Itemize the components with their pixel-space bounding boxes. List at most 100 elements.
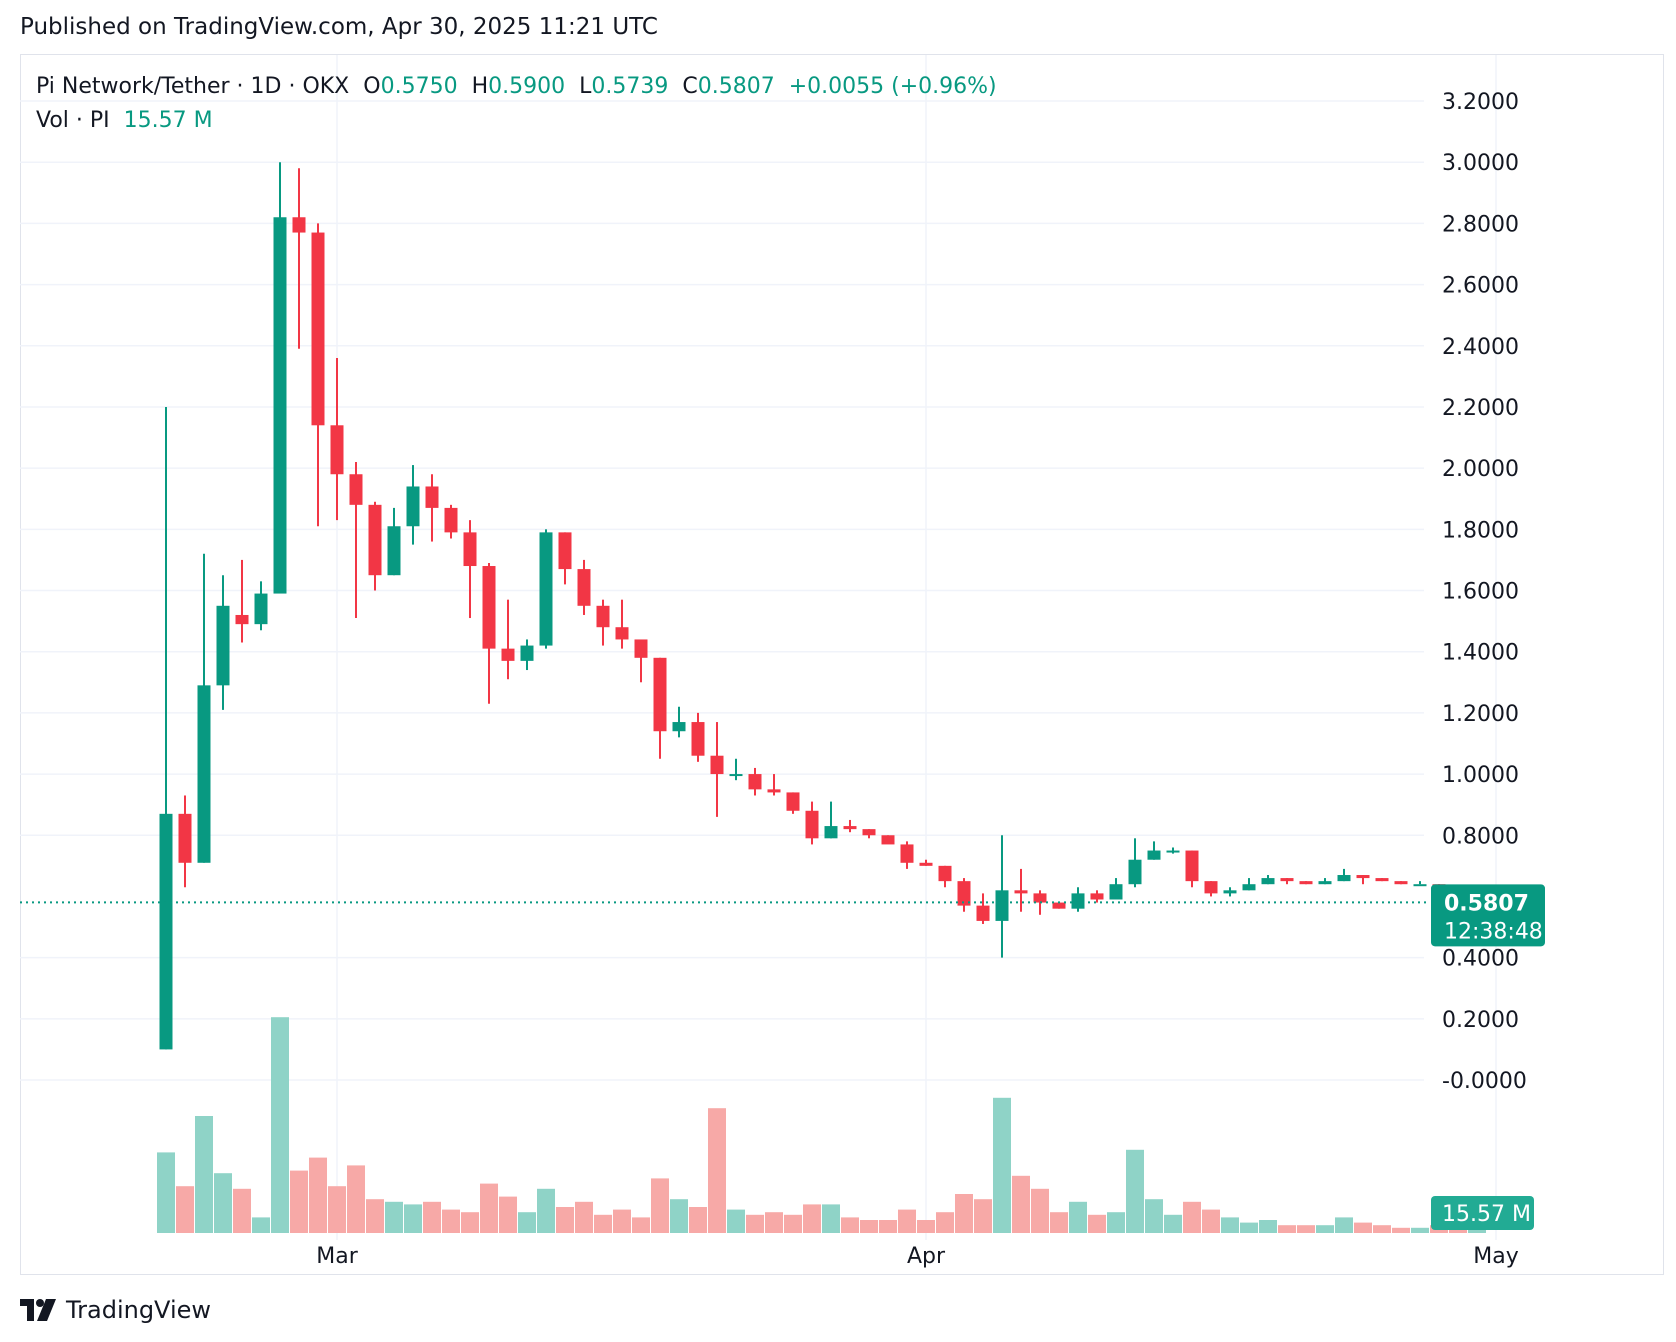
- candle-body: [520, 645, 534, 661]
- candle-body: [995, 890, 1009, 921]
- y-tick-label: 0.4000: [1442, 947, 1519, 972]
- y-tick-label: 2.8000: [1442, 212, 1519, 237]
- y-tick-label: 1.0000: [1442, 763, 1519, 788]
- time-axis: Mar Apr May: [316, 1244, 1519, 1269]
- volume-bar: [480, 1183, 498, 1233]
- volume-bar: [803, 1204, 821, 1233]
- legend-vol-label: Vol · PI: [36, 108, 110, 133]
- candle-body: [1223, 890, 1237, 894]
- volume-bar: [993, 1097, 1011, 1233]
- volume-bar: [518, 1212, 536, 1233]
- volume-bar: [1373, 1225, 1391, 1233]
- price-badge: 0.5807 12:38:48: [1431, 884, 1545, 947]
- legend-high-label: H: [471, 74, 489, 99]
- candle-body: [1299, 881, 1313, 885]
- y-tick-label: 1.8000: [1442, 518, 1519, 543]
- legend-open: 0.5750: [380, 74, 458, 99]
- y-tick-label: -0.0000: [1442, 1069, 1527, 1094]
- candle-body: [330, 425, 344, 475]
- volume-bar: [271, 1017, 289, 1233]
- volume-bar: [499, 1196, 517, 1233]
- candle-body: [710, 755, 724, 775]
- volume-bar: [784, 1214, 802, 1233]
- candle-body: [292, 217, 306, 233]
- candle-body: [463, 532, 477, 567]
- candle-body: [1318, 881, 1332, 885]
- volume-bar: [214, 1173, 232, 1233]
- volume-bar: [1126, 1149, 1144, 1233]
- candle-body: [558, 532, 572, 570]
- legend-low: 0.5739: [591, 74, 669, 99]
- volume-bar: [1145, 1199, 1163, 1233]
- volume-bar: [461, 1212, 479, 1233]
- candle-body: [254, 593, 268, 625]
- volume-bar: [404, 1204, 422, 1233]
- candle-body: [1033, 893, 1047, 903]
- candles: [159, 162, 1484, 1050]
- candle-body: [444, 507, 458, 533]
- volume-bar: [1183, 1201, 1201, 1233]
- volume-bar: [233, 1188, 251, 1233]
- candle-body: [482, 566, 496, 649]
- volume-bar: [366, 1199, 384, 1233]
- y-tick-label: 1.4000: [1442, 641, 1519, 666]
- y-tick-label: 0.2000: [1442, 1008, 1519, 1033]
- volume-bar: [689, 1207, 707, 1233]
- candle-body: [1413, 884, 1427, 887]
- candle-body: [311, 232, 325, 426]
- candle-body: [634, 639, 648, 658]
- candle-body: [425, 486, 439, 508]
- candle-body: [1337, 875, 1351, 882]
- tradingview-logo[interactable]: TradingView: [20, 1296, 211, 1324]
- y-tick-label: 2.4000: [1442, 335, 1519, 360]
- candle-body: [1356, 875, 1370, 879]
- candle-body: [767, 789, 781, 793]
- volume-bar: [765, 1212, 783, 1233]
- volume-bar: [537, 1188, 555, 1233]
- candle-body: [596, 605, 610, 628]
- chart-frame[interactable]: [20, 54, 1664, 1275]
- volume-bar: [594, 1214, 612, 1233]
- price-badge-value: 0.5807: [1444, 891, 1529, 916]
- candle-body: [672, 722, 686, 732]
- volume-bar: [1335, 1217, 1353, 1233]
- volume-bar: [898, 1209, 916, 1233]
- candle-body: [1052, 902, 1066, 909]
- y-tick-label: 2.0000: [1442, 457, 1519, 482]
- candle-body: [406, 486, 420, 527]
- price-axis: 3.2000 3.0000 2.8000 2.6000 2.4000 2.2000 2.00…: [1442, 90, 1527, 1094]
- volume-bar: [1069, 1201, 1087, 1233]
- legend-volume-row: Vol · PI 15.57 M: [36, 104, 997, 138]
- volume-bar: [955, 1194, 973, 1233]
- candle-body: [1014, 890, 1028, 894]
- legend-vol-value: 15.57 M: [123, 108, 213, 133]
- volume-bar: [841, 1217, 859, 1233]
- candle-body: [216, 605, 230, 686]
- volume-bar: [1031, 1188, 1049, 1233]
- volume-bar: [1202, 1209, 1220, 1233]
- volume-bar: [195, 1116, 213, 1233]
- candle-body: [1204, 881, 1218, 894]
- y-tick-label: 1.2000: [1442, 702, 1519, 727]
- legend-open-label: O: [363, 74, 381, 99]
- candle-body: [919, 862, 933, 866]
- volume-bar: [974, 1199, 992, 1233]
- volume-bar: [651, 1178, 669, 1233]
- candle-body: [1375, 878, 1389, 882]
- x-tick-label: Mar: [316, 1244, 358, 1269]
- volume-bar: [1240, 1222, 1258, 1233]
- candle-body: [1242, 884, 1256, 891]
- legend-low-label: L: [579, 74, 592, 99]
- volume-badge: 15.57 M: [1431, 1196, 1534, 1230]
- legend-symbol: Pi Network/Tether · 1D · OKX: [36, 74, 350, 99]
- volume-bar: [385, 1201, 403, 1233]
- legend-ohlc-row: Pi Network/Tether · 1D · OKX O0.5750 H 0.…: [36, 70, 997, 104]
- candle-body: [957, 881, 971, 906]
- candle-body: [691, 722, 705, 756]
- volume-bar: [290, 1170, 308, 1233]
- candle-body: [1147, 850, 1161, 860]
- candle-body: [273, 217, 287, 594]
- volume-bar: [1392, 1227, 1410, 1233]
- candle-body: [653, 657, 667, 732]
